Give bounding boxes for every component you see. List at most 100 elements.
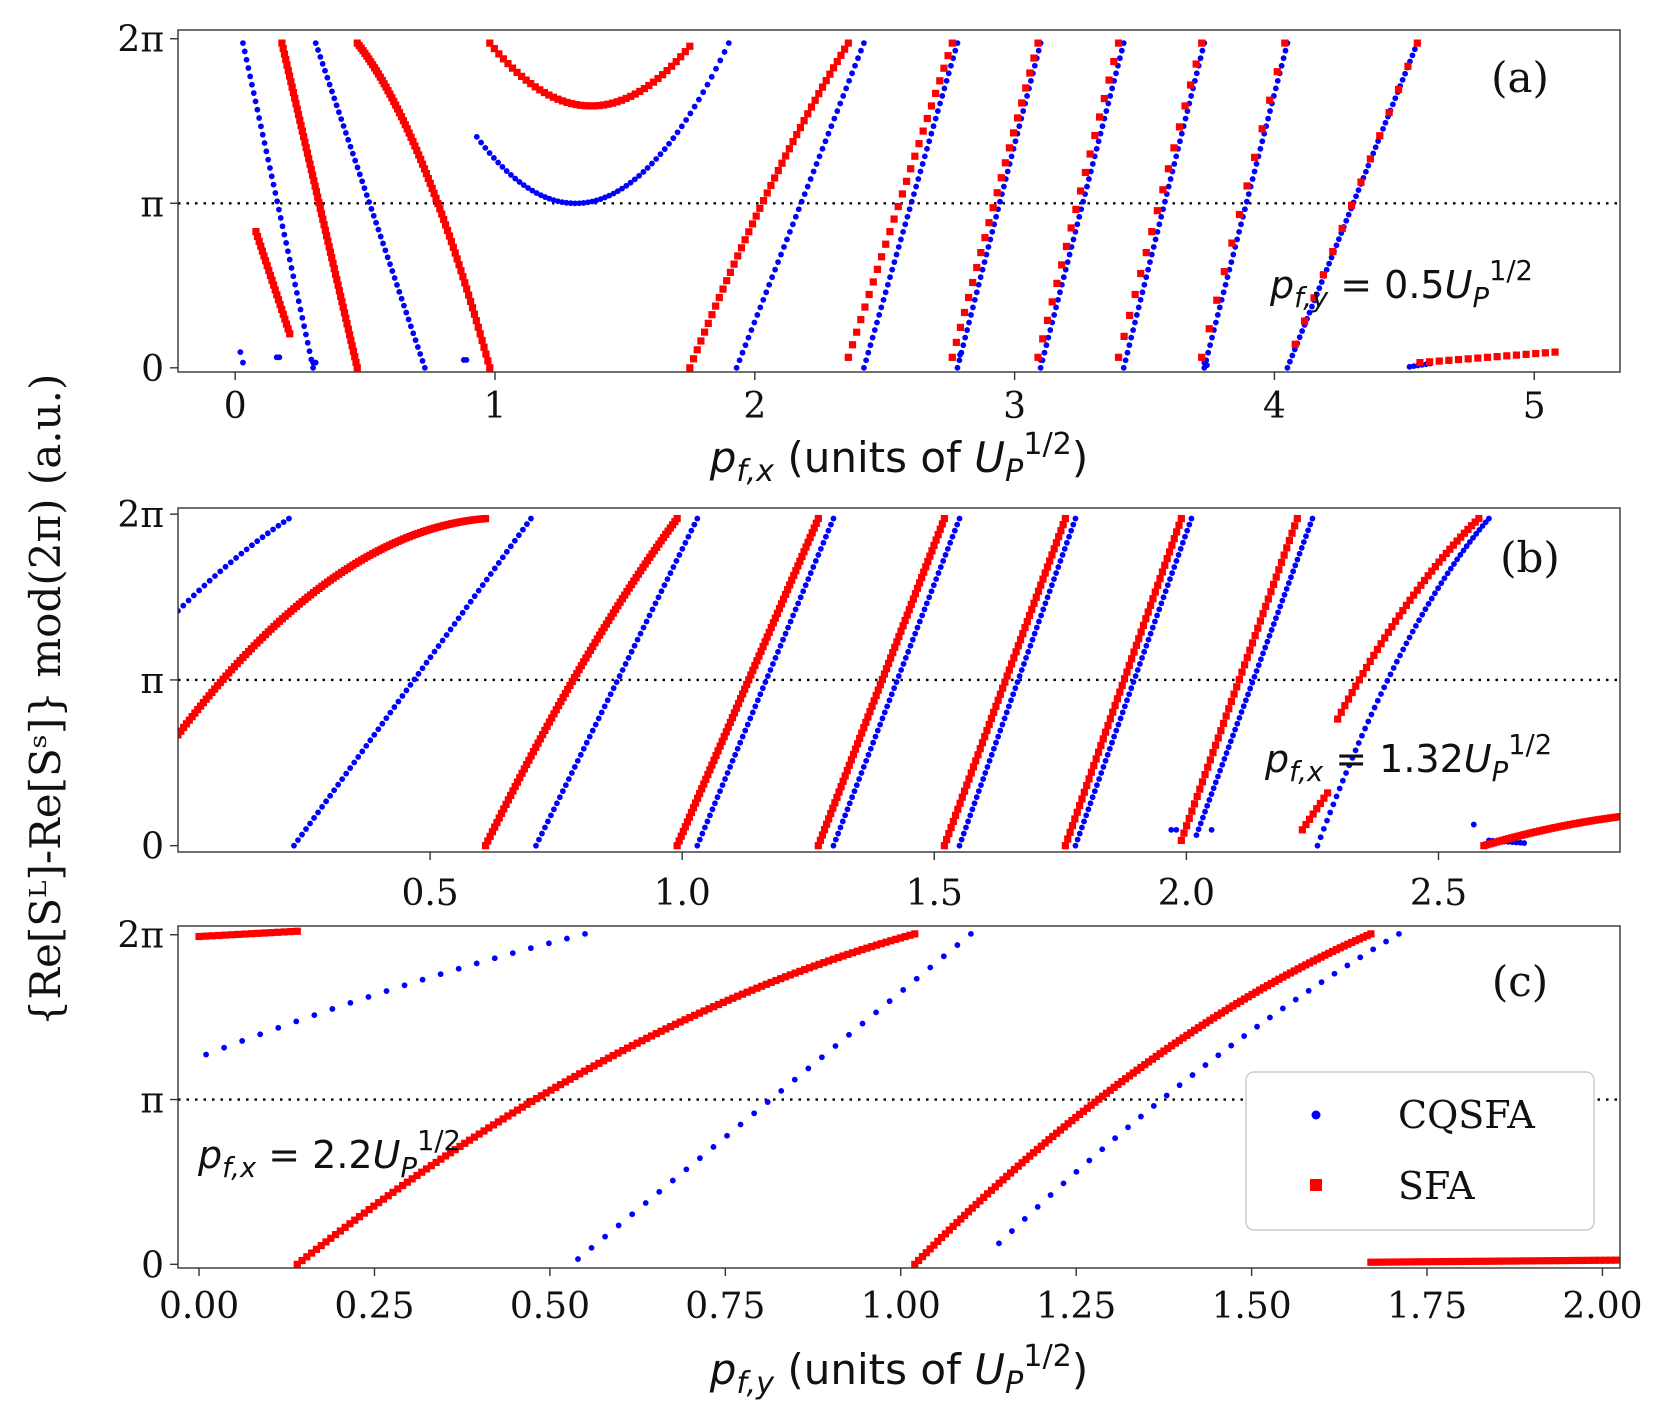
sfa-point bbox=[788, 576, 796, 584]
cqsfa-point bbox=[1438, 580, 1445, 587]
legend-box bbox=[1245, 1071, 1595, 1231]
sfa-point bbox=[1159, 186, 1167, 194]
cqsfa-point bbox=[524, 521, 530, 527]
cqsfa-point bbox=[1167, 176, 1174, 182]
sfa-point bbox=[336, 1227, 344, 1235]
x-tick-label: 1.75 bbox=[1387, 1286, 1467, 1327]
sfa-point bbox=[1202, 1019, 1210, 1027]
cqsfa-point bbox=[1097, 130, 1104, 137]
cqsfa-point bbox=[1253, 161, 1260, 167]
sfa-point bbox=[1372, 1258, 1381, 1266]
sfa-point bbox=[1391, 617, 1400, 625]
cqsfa-point bbox=[1317, 834, 1324, 841]
cqsfa-point bbox=[924, 145, 930, 152]
sfa-point bbox=[1413, 39, 1421, 47]
sfa-point bbox=[584, 650, 592, 658]
sfa-point bbox=[541, 726, 549, 735]
cqsfa-point bbox=[832, 1043, 839, 1049]
sfa-point bbox=[1180, 829, 1188, 837]
sfa-point bbox=[1030, 54, 1038, 62]
sfa-point bbox=[874, 686, 882, 694]
sfa-point bbox=[672, 58, 680, 66]
cqsfa-point bbox=[1262, 644, 1269, 651]
cqsfa-point bbox=[1068, 527, 1075, 534]
cqsfa-point bbox=[1291, 346, 1298, 353]
sfa-point bbox=[1106, 715, 1114, 723]
sfa-point bbox=[1001, 159, 1009, 167]
sfa-point bbox=[985, 720, 993, 729]
sfa-point bbox=[320, 221, 328, 229]
cqsfa-point bbox=[1294, 556, 1301, 563]
sfa-point bbox=[968, 1204, 976, 1212]
sfa-point bbox=[804, 110, 812, 118]
cqsfa-point bbox=[717, 57, 724, 64]
sfa-point bbox=[509, 787, 517, 795]
sfa-point bbox=[1351, 937, 1360, 945]
sfa-point bbox=[1355, 676, 1363, 684]
cqsfa-point bbox=[1268, 627, 1275, 633]
cqsfa-point bbox=[1060, 274, 1067, 281]
sfa-point bbox=[1118, 681, 1126, 690]
sfa-point bbox=[525, 756, 533, 764]
cqsfa-point bbox=[274, 198, 281, 205]
cqsfa-point bbox=[1111, 733, 1118, 740]
sfa-point bbox=[495, 50, 503, 58]
sfa-point bbox=[745, 676, 753, 684]
cqsfa-point bbox=[1286, 358, 1293, 365]
sfa-point bbox=[518, 1103, 526, 1111]
sfa-point bbox=[956, 799, 964, 807]
cqsfa-point bbox=[1136, 661, 1143, 667]
cqsfa-point bbox=[805, 576, 812, 583]
cqsfa-point bbox=[861, 364, 867, 371]
sfa-point bbox=[595, 101, 603, 110]
sfa-point bbox=[575, 666, 583, 674]
cqsfa-point bbox=[696, 96, 702, 103]
cqsfa-point bbox=[676, 551, 683, 558]
sfa-point bbox=[984, 1190, 992, 1198]
cqsfa-point bbox=[443, 632, 450, 638]
cqsfa-point bbox=[1163, 1092, 1170, 1099]
sfa-point bbox=[1221, 1007, 1229, 1015]
cqsfa-point bbox=[1409, 628, 1416, 635]
sfa-point bbox=[704, 319, 712, 327]
cqsfa-point bbox=[1028, 77, 1034, 84]
sfa-point bbox=[1193, 792, 1201, 801]
cqsfa-point bbox=[1169, 570, 1176, 576]
sfa-point bbox=[581, 102, 589, 110]
series-sfa bbox=[252, 39, 1559, 372]
cqsfa-point bbox=[1400, 646, 1407, 653]
sfa-point bbox=[470, 1133, 479, 1141]
sfa-point bbox=[844, 39, 852, 47]
cqsfa-point bbox=[499, 164, 506, 170]
cqsfa-point bbox=[921, 153, 928, 160]
sfa-point bbox=[922, 1249, 930, 1257]
y-tick-label: π bbox=[140, 661, 164, 702]
cqsfa-point bbox=[717, 788, 723, 795]
sfa-point bbox=[753, 984, 761, 992]
cqsfa-point bbox=[754, 697, 761, 704]
cqsfa-point bbox=[1031, 62, 1038, 69]
sfa-point bbox=[915, 1256, 923, 1265]
cqsfa-point bbox=[356, 171, 363, 178]
sfa-point bbox=[1116, 688, 1124, 696]
sfa-point bbox=[995, 1179, 1003, 1187]
cqsfa-point bbox=[916, 618, 923, 625]
sfa-point bbox=[1293, 514, 1301, 523]
sfa-point bbox=[810, 962, 818, 970]
sfa-point bbox=[829, 64, 838, 72]
sfa-point bbox=[1416, 358, 1424, 367]
cqsfa-point bbox=[1164, 582, 1171, 589]
sfa-point bbox=[1154, 581, 1162, 589]
cqsfa-point bbox=[303, 826, 309, 832]
sfa-point bbox=[1120, 332, 1128, 340]
sfa-point bbox=[1541, 349, 1549, 357]
sfa-point bbox=[940, 514, 948, 523]
cqsfa-point bbox=[239, 1038, 246, 1044]
cqsfa-point bbox=[968, 312, 974, 318]
cqsfa-point bbox=[503, 168, 510, 174]
sfa-point bbox=[903, 611, 911, 619]
cqsfa-point bbox=[1236, 228, 1242, 235]
cqsfa-point bbox=[371, 731, 378, 738]
cqsfa-point bbox=[804, 183, 811, 190]
sfa-point bbox=[1109, 708, 1117, 716]
